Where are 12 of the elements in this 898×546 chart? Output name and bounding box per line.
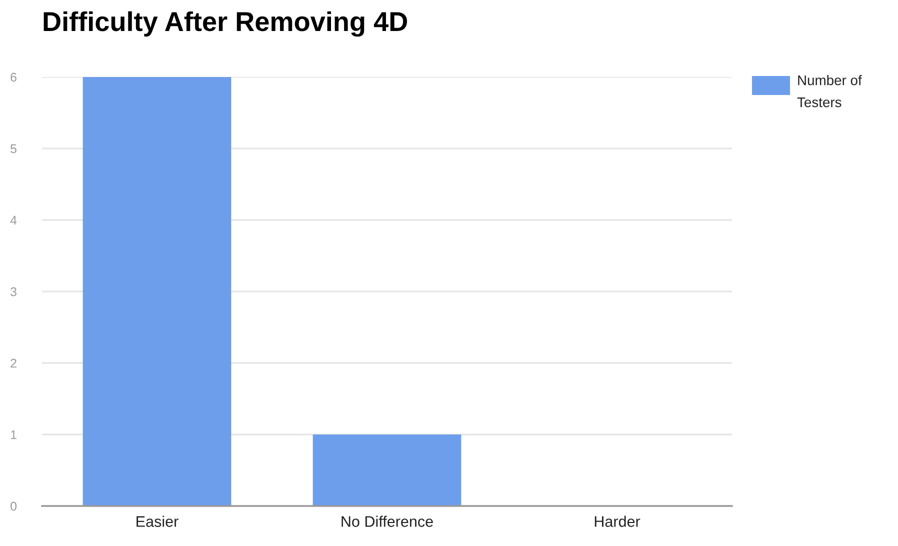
x-tick-label: Easier xyxy=(136,516,178,527)
y-tick-label: 6 xyxy=(10,72,16,82)
y-tick-label: 2 xyxy=(10,358,16,368)
y-tick-label: 4 xyxy=(10,216,17,225)
y-tick-label: 1 xyxy=(11,430,16,440)
legend-label: Number of Testers xyxy=(797,75,862,108)
y-tick-label: 0 xyxy=(10,502,17,511)
x-tick-label: Harder xyxy=(594,516,640,527)
chart-title: Difficulty After Removing 4D xyxy=(44,11,408,37)
x-tick-label: No Difference xyxy=(342,516,433,527)
y-tick-label: 5 xyxy=(10,144,16,154)
y-tick-label: 3 xyxy=(10,287,16,296)
